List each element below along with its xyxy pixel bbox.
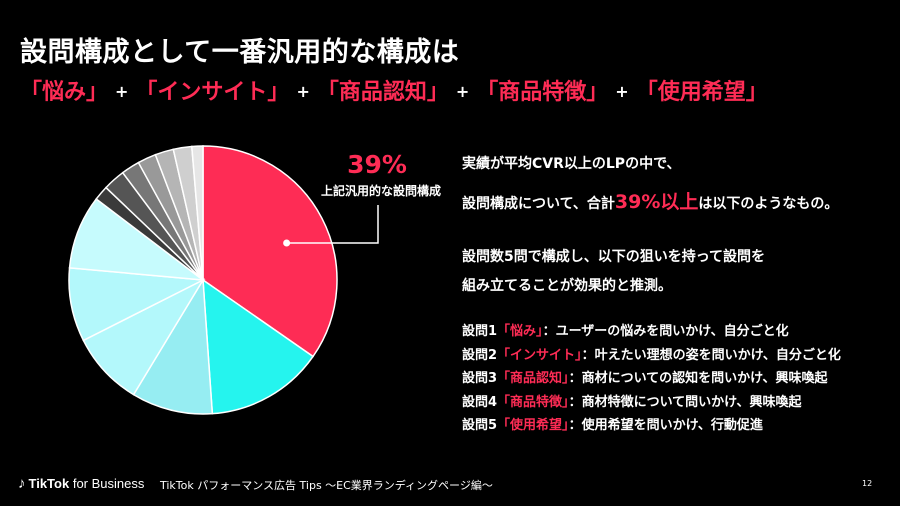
pie-slice-4 — [82, 278, 205, 396]
question-description: ：ユーザーの悩みを問いかけ、自分ごと化 — [542, 324, 789, 339]
pie-slice-10 — [137, 153, 204, 281]
keyword-formula: 「悩み」 + 「インサイト」 + 「商品認知」 + 「商品特徴」 + 「使用希望」 — [20, 74, 768, 106]
body-line-2-pre: 設問構成について、合計 — [462, 196, 615, 212]
brand-suffix: for Business — [72, 476, 145, 491]
keyword-insight: 「インサイト」 — [135, 80, 290, 105]
plus-sign: + — [115, 82, 129, 101]
keyword-shohin-tokucho: 「商品特徴」 — [476, 80, 609, 105]
question-keyword: 「商品認知」 — [497, 371, 569, 386]
page-number: 12 — [862, 479, 873, 488]
plus-sign: + — [615, 82, 629, 101]
pie-slice-3 — [132, 277, 214, 415]
pie-slice-11 — [154, 148, 204, 281]
question-description: ：叶えたい理想の姿を問いかけ、自分ごと化 — [581, 347, 841, 363]
pie-slice-2 — [202, 278, 315, 415]
question-keyword: 「商品特徴」 — [497, 394, 569, 410]
pie-slice-9 — [121, 161, 204, 281]
question-list: 設問1「悩み」：ユーザーの悩みを問いかけ、自分ごと化 設問2「インサイト」：叶え… — [462, 320, 841, 438]
question-number: 設問1 — [462, 324, 498, 339]
highlight-percent: 39% — [347, 150, 407, 179]
pie-slice-7 — [95, 186, 204, 281]
question-number: 設問2 — [462, 347, 498, 363]
question-description: ：使用希望を問いかけ、行動促進 — [568, 418, 763, 433]
pie-slice-8 — [104, 171, 204, 281]
body-line-2-emphasis: 39%以上 — [614, 191, 699, 213]
pie-slice-13 — [190, 145, 204, 281]
question-keyword: 「悩み」 — [497, 324, 543, 339]
keyword-nayami: 「悩み」 — [20, 80, 109, 105]
page-title: 設問構成として一番汎用的な構成は — [20, 37, 460, 68]
pie-slice-12 — [172, 145, 204, 281]
tiktok-logo: ♪ TikTok for Business — [18, 475, 144, 492]
question-item: 設問4「商品特徴」：商材特徴について問いかけ、興味喚起 — [462, 391, 841, 415]
keyword-shohin-ninchi: 「商品認知」 — [316, 80, 449, 105]
brand-name: TikTok — [28, 476, 70, 491]
highlight-label: 上記汎用的な設問構成 — [320, 184, 441, 198]
question-keyword: 「インサイト」 — [497, 347, 582, 363]
keyword-shiyo-kibo: 「使用希望」 — [635, 80, 768, 105]
question-number: 設問4 — [462, 394, 498, 410]
body-line-3: 設問数5問で構成し、以下の狙いを持って設問を — [462, 249, 766, 265]
callout-dot — [283, 239, 291, 247]
body-line-4: 組み立てることが効果的と推測。 — [462, 278, 672, 294]
question-description: ：商材についての認知を問いかけ、興味喚起 — [568, 371, 828, 386]
question-item: 設問2「インサイト」：叶えたい理想の姿を問いかけ、自分ごと化 — [462, 344, 841, 368]
body-line-1: 実績が平均CVR以上のLPの中で、 — [462, 156, 681, 172]
question-number: 設問5 — [462, 418, 498, 433]
tiktok-note-icon: ♪ — [18, 475, 26, 492]
plus-sign: + — [296, 82, 310, 101]
pie-slice-1 — [202, 145, 338, 358]
footer-caption: TikTok パフォーマンス広告 Tips ～EC業界ランディングページ編～ — [160, 479, 493, 492]
question-item: 設問5「使用希望」：使用希望を問いかけ、行動促進 — [462, 414, 841, 438]
question-number: 設問3 — [462, 371, 498, 386]
pie-slice-5 — [68, 267, 206, 342]
body-line-2: 設問構成について、合計39%以上は以下のようなもの。 — [462, 187, 838, 214]
callout-leader-line — [286, 205, 379, 244]
question-item: 設問3「商品認知」：商材についての認知を問いかけ、興味喚起 — [462, 367, 841, 391]
pie-slice-6 — [68, 197, 206, 281]
plus-sign: + — [455, 82, 470, 101]
question-keyword: 「使用希望」 — [497, 418, 569, 433]
question-item: 設問1「悩み」：ユーザーの悩みを問いかけ、自分ごと化 — [462, 320, 841, 344]
body-line-2-post: は以下のようなもの。 — [698, 196, 839, 212]
question-description: ：商材特徴について問いかけ、興味喚起 — [568, 394, 802, 410]
